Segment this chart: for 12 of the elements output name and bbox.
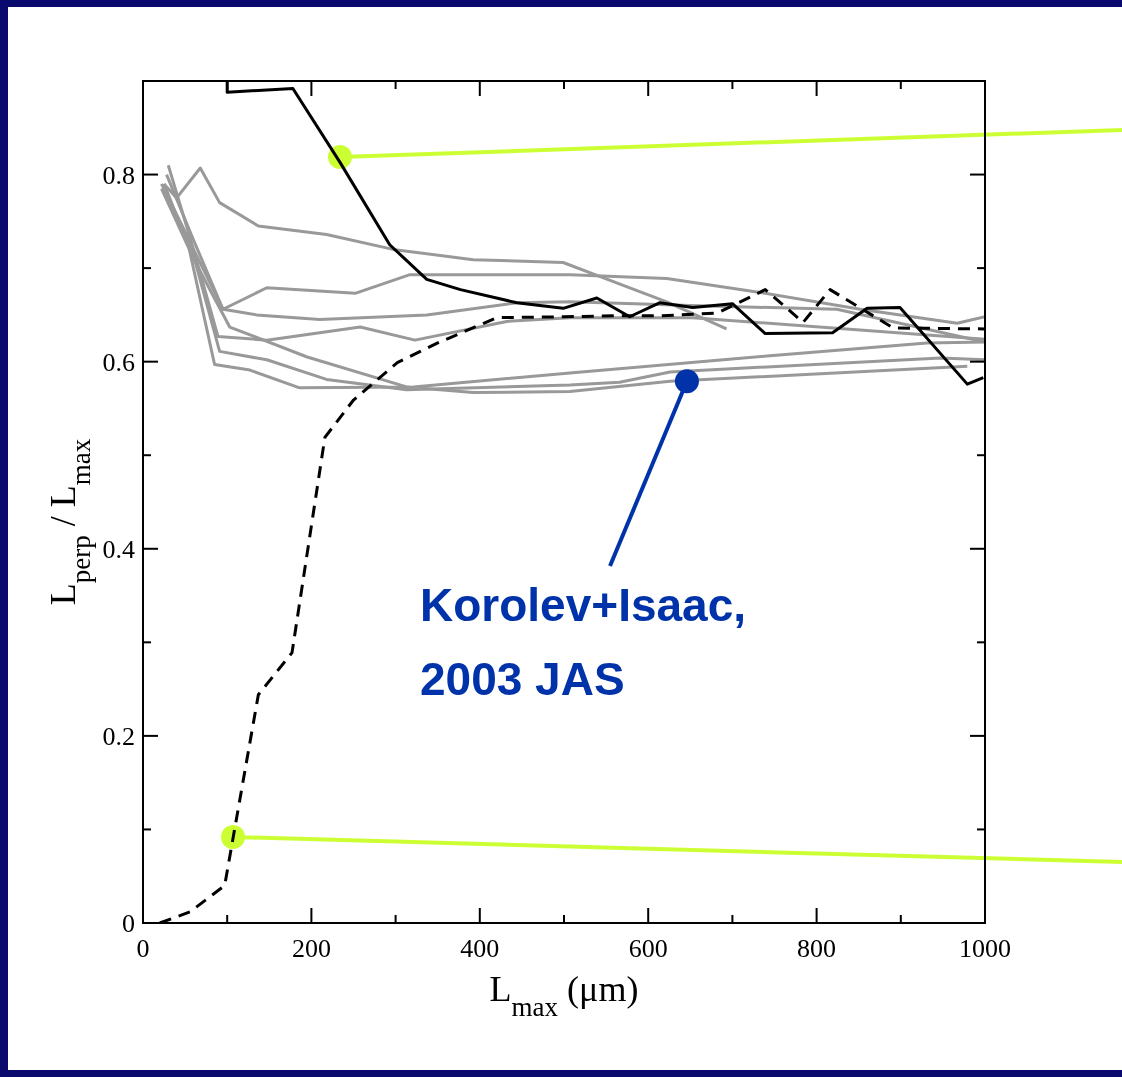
y-tick-label: 0 [122,909,135,938]
x-axis-title: L$_{max}$ (μm) [489,969,639,1022]
x-tick-label: 200 [291,934,331,963]
y-tick-label: 0.4 [102,534,135,564]
annotation: Korolev+Isaac, 2003 JAS [420,579,747,705]
x-tick-label: 800 [797,934,837,963]
x-tick-label: 600 [628,934,668,963]
y-tick-label: 0.8 [102,160,135,190]
y-tick-label: 0.2 [102,721,135,751]
x-tick-label: 400 [460,934,500,963]
y-tick-label: 0.6 [102,347,135,377]
x-tick-label: 1000 [959,934,1011,963]
